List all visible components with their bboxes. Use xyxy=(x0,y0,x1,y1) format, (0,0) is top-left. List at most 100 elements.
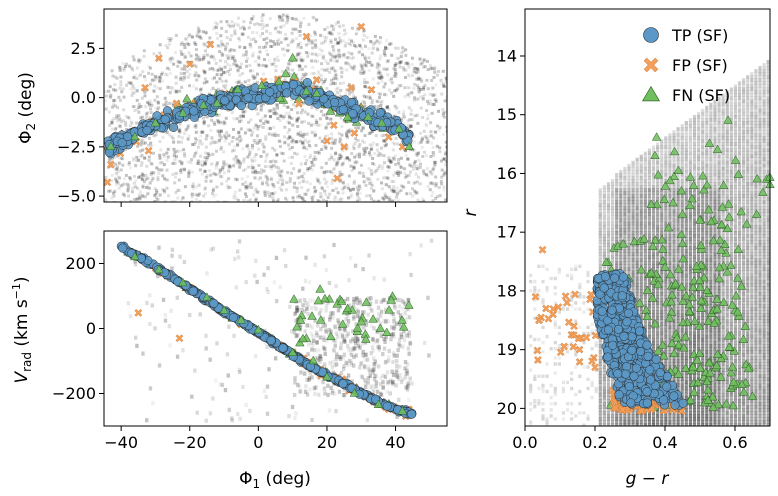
histogram-cell xyxy=(298,41,302,45)
fp-marker xyxy=(350,129,359,137)
histogram-cell xyxy=(541,374,545,378)
histogram-cell xyxy=(209,247,213,252)
histogram-cell xyxy=(179,77,183,81)
histogram-cell xyxy=(375,143,379,147)
histogram-cell xyxy=(385,381,390,386)
histogram-cell xyxy=(288,95,292,99)
histogram-cell xyxy=(298,168,302,172)
histogram-cell xyxy=(112,103,116,107)
histogram-cell xyxy=(345,61,349,65)
histogram-cell xyxy=(334,87,338,91)
histogram-cell xyxy=(362,147,366,151)
histogram-cell xyxy=(265,41,269,45)
histogram-cell xyxy=(149,102,153,106)
histogram-cell xyxy=(290,16,294,20)
histogram-cell xyxy=(250,166,254,170)
histogram-cell xyxy=(161,297,166,302)
histogram-cell xyxy=(247,147,251,151)
histogram-cell xyxy=(335,41,339,45)
histogram-cell xyxy=(598,264,602,269)
histogram-cell xyxy=(214,62,218,66)
histogram-cell xyxy=(240,32,244,36)
histogram-cell xyxy=(251,74,255,78)
histogram-cell xyxy=(328,361,332,366)
histogram-cell xyxy=(275,153,279,157)
histogram-cell xyxy=(393,72,397,76)
histogram-cell xyxy=(349,338,354,343)
histogram-cell xyxy=(189,54,193,58)
histogram-cell xyxy=(318,181,322,185)
histogram-cell xyxy=(284,196,288,200)
histogram-cell xyxy=(223,135,227,139)
histogram-cell xyxy=(570,267,574,272)
histogram-cell xyxy=(306,51,310,55)
histogram-cell xyxy=(586,307,590,311)
histogram-cell xyxy=(155,166,159,170)
histogram-cell xyxy=(338,81,342,85)
velocity-xlabel: Φ1 (deg) xyxy=(239,469,311,491)
histogram-cell xyxy=(283,37,287,41)
histogram-cell xyxy=(392,114,396,118)
histogram-cell xyxy=(203,170,207,174)
histogram-cell xyxy=(392,190,396,194)
histogram-cell xyxy=(214,26,218,30)
histogram-cell xyxy=(144,105,148,109)
histogram-cell xyxy=(545,374,549,378)
histogram-cell xyxy=(352,165,356,169)
histogram-cell xyxy=(190,195,194,199)
histogram-cell xyxy=(110,196,114,200)
histogram-cell xyxy=(304,43,308,47)
histogram-cell xyxy=(244,402,248,408)
histogram-cell xyxy=(347,51,351,55)
histogram-cell xyxy=(529,334,533,339)
histogram-cell xyxy=(316,357,320,362)
histogram-cell xyxy=(266,266,270,271)
histogram-cell xyxy=(227,164,231,168)
histogram-cell xyxy=(279,15,283,19)
histogram-cell xyxy=(296,124,300,128)
histogram-cell xyxy=(243,80,247,84)
histogram-cell xyxy=(166,155,170,159)
histogram-cell xyxy=(216,129,220,133)
histogram-cell xyxy=(195,410,199,415)
histogram-cell xyxy=(132,174,136,178)
histogram-cell xyxy=(407,180,411,184)
histogram-cell xyxy=(161,79,165,83)
histogram-cell xyxy=(265,181,269,185)
histogram-cell xyxy=(198,29,202,33)
histogram-cell xyxy=(279,40,283,44)
histogram-cell xyxy=(276,30,280,34)
histogram-cell xyxy=(290,137,294,141)
histogram-cell xyxy=(230,416,234,421)
histogram-cell xyxy=(282,114,286,118)
histogram-cell xyxy=(259,119,263,123)
histogram-cell xyxy=(366,364,371,370)
histogram-cell xyxy=(372,189,376,193)
histogram-cell xyxy=(557,362,561,366)
histogram-cell xyxy=(391,301,395,306)
histogram-cell xyxy=(372,163,376,167)
histogram-cell xyxy=(219,137,223,141)
histogram-cell xyxy=(223,70,227,74)
histogram-cell xyxy=(310,196,314,200)
histogram-cell xyxy=(318,200,322,202)
histogram-cell xyxy=(207,124,211,128)
histogram-cell xyxy=(391,311,396,317)
histogram-cell xyxy=(243,109,247,113)
histogram-cell xyxy=(372,326,376,331)
histogram-cell xyxy=(352,56,356,60)
histogram-cell xyxy=(386,59,390,63)
histogram-cell xyxy=(193,152,197,156)
histogram-cell xyxy=(298,389,302,394)
histogram-cell xyxy=(273,356,278,361)
histogram-cell xyxy=(354,32,358,36)
histogram-cell xyxy=(198,312,202,317)
histogram-cell xyxy=(232,24,236,28)
histogram-cell xyxy=(257,147,261,151)
histogram-cell xyxy=(283,135,287,139)
histogram-cell xyxy=(204,346,208,351)
histogram-cell xyxy=(434,184,438,188)
histogram-cell xyxy=(374,380,379,385)
histogram-cell xyxy=(399,166,403,170)
histogram-cell xyxy=(184,128,188,132)
